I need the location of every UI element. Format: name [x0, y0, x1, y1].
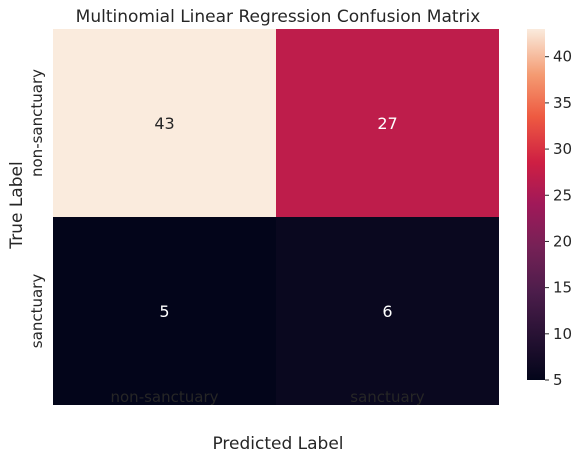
colorbar — [527, 29, 545, 380]
colorbar-tick-label: 20 — [553, 232, 572, 250]
heatmap-cells: 43 27 5 6 — [53, 29, 499, 405]
cell-value-label-1-0: 5 — [159, 302, 169, 321]
x-axis-label: Predicted Label — [212, 434, 343, 454]
cell-value-label-0-1: 27 — [377, 114, 397, 133]
colorbar-tick-label: 25 — [553, 186, 572, 204]
colorbar-tick-label: 30 — [553, 140, 572, 158]
colorbar-tick-label: 15 — [553, 279, 572, 297]
y-tick-labels: non-sanctuary sanctuary — [28, 69, 46, 348]
chart-title: Multinomial Linear Regression Confusion … — [76, 7, 481, 27]
y-axis-label: True Label — [7, 161, 27, 249]
cell-value-label-0-0: 43 — [154, 114, 174, 133]
x-tick-label: sanctuary — [350, 388, 425, 406]
cell-value-label-1-1: 6 — [382, 302, 392, 321]
y-tick-label: non-sanctuary — [28, 69, 46, 177]
colorbar-tick-label: 5 — [553, 371, 563, 389]
y-tick-label: sanctuary — [28, 274, 46, 349]
x-tick-label: non-sanctuary — [111, 388, 219, 406]
colorbar-ticks: 5 10 15 20 25 30 35 40 — [545, 48, 572, 389]
colorbar-tick-label: 10 — [553, 325, 572, 343]
colorbar-tick-label: 35 — [553, 94, 572, 112]
colorbar-tick-label: 40 — [553, 48, 572, 66]
